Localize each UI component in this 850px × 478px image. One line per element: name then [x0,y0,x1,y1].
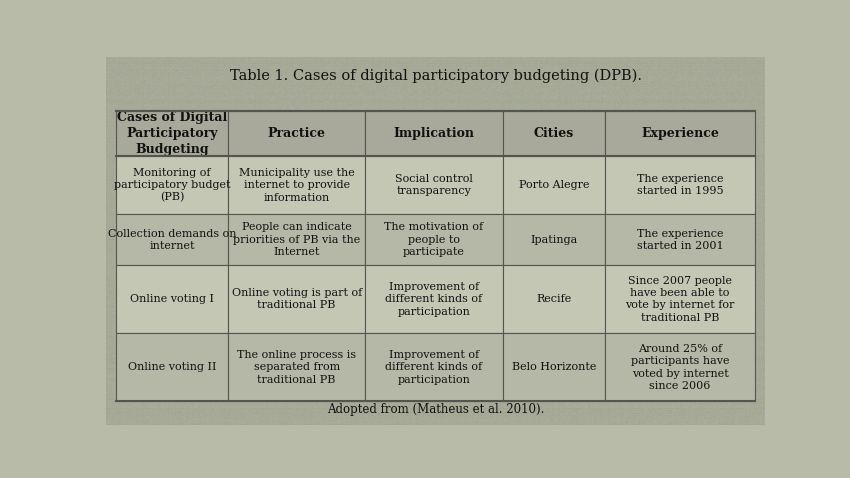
Bar [605,265,755,333]
Text: Since 2007 people
have been able to
vote by internet for
traditional PB: Since 2007 people have been able to vote… [626,276,734,323]
Text: Social control
transparency: Social control transparency [395,174,473,196]
Text: Around 25% of
participants have
voted by internet
since 2006: Around 25% of participants have voted by… [631,344,729,391]
Text: Practice: Practice [268,127,326,140]
Bar [605,215,755,265]
Bar [228,215,366,265]
Bar [366,215,502,265]
Bar [116,265,228,333]
Bar [502,111,605,156]
Bar [366,333,502,402]
Bar [116,333,228,402]
Bar [228,111,366,156]
Bar [116,156,228,215]
Text: People can indicate
priorities of PB via the
Internet: People can indicate priorities of PB via… [233,222,360,257]
Text: Collection demands on
internet: Collection demands on internet [108,228,236,251]
Text: Online voting II: Online voting II [128,362,216,372]
Text: Table 1. Cases of digital participatory budgeting (DPB).: Table 1. Cases of digital participatory … [230,68,642,83]
Bar [228,156,366,215]
Text: Online voting is part of
traditional PB: Online voting is part of traditional PB [231,288,362,310]
Bar [502,333,605,402]
Bar [502,156,605,215]
Text: Improvement of
different kinds of
participation: Improvement of different kinds of partic… [385,282,483,316]
Bar [605,156,755,215]
Text: Cities: Cities [534,127,574,140]
Bar [228,333,366,402]
Bar [605,333,755,402]
Text: Online voting I: Online voting I [130,294,214,304]
Text: Improvement of
different kinds of
participation: Improvement of different kinds of partic… [385,350,483,385]
Text: The online process is
separated from
traditional PB: The online process is separated from tra… [237,350,356,385]
Text: Ipatinga: Ipatinga [530,235,577,245]
Bar [502,215,605,265]
Text: The experience
started in 2001: The experience started in 2001 [637,228,723,251]
Bar [116,111,228,156]
Bar [228,265,366,333]
Text: Adopted from (Matheus et al. 2010).: Adopted from (Matheus et al. 2010). [327,403,544,416]
Bar [502,265,605,333]
Text: Implication: Implication [394,127,474,140]
Bar [605,111,755,156]
Bar [366,265,502,333]
Text: Recife: Recife [536,294,571,304]
Text: Porto Alegre: Porto Alegre [518,180,589,190]
Text: The motivation of
people to
participate: The motivation of people to participate [384,222,484,257]
Text: Experience: Experience [641,127,719,140]
Text: Cases of Digital
Participatory
Budgeting: Cases of Digital Participatory Budgeting [117,111,227,156]
Text: Belo Horizonte: Belo Horizonte [512,362,596,372]
Bar [366,156,502,215]
Text: The experience
started in 1995: The experience started in 1995 [637,174,723,196]
Text: Municipality use the
internet to provide
information: Municipality use the internet to provide… [239,168,354,203]
Bar [366,111,502,156]
Bar [116,215,228,265]
Text: Monitoring of
participatory budget
(PB): Monitoring of participatory budget (PB) [114,167,230,203]
